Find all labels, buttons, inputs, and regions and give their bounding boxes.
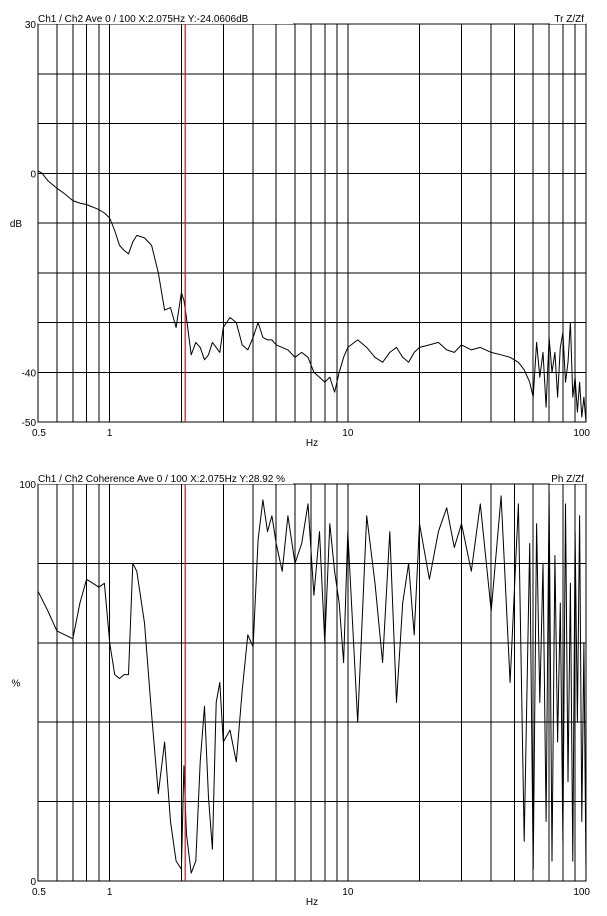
x-tick-label: 10 [342,887,354,898]
y-tick-label: 0 [30,169,36,180]
y-tick-label: 100 [19,480,36,491]
x-tick-label: 100 [573,428,590,439]
mode-bg [550,13,586,24]
data-trace [37,170,587,423]
y-tick-label: 0 [30,877,36,888]
x-tick-label: 0.5 [32,887,46,898]
x-tick-label: 0.5 [32,428,46,439]
plot-header: Ch1 / Ch2 Coherence Ave 0 / 100 X:2.075H… [38,474,285,485]
x-tick-label: 10 [342,428,354,439]
y-tick-label: 30 [25,20,37,31]
mode-label[interactable]: Ph Z/Zf [551,474,584,485]
mode-bg [550,473,586,484]
y-tick-label: -40 [22,368,37,379]
plot-frame [37,23,587,423]
y-tick-label: -50 [22,418,37,429]
y-axis-label: dB [10,219,23,230]
x-axis-label: Hz [306,438,318,449]
data-trace [37,491,587,874]
plot-header: Ch1 / Ch2 Ave 0 / 100 X:2.075Hz Y:-24.06… [38,14,249,25]
transfer-function-plot: Ch1 / Ch2 Ave 0 / 100 X:2.075Hz Y:-24.06… [10,13,590,449]
header-bg [38,13,293,24]
x-axis-label: Hz [306,897,318,908]
x-tick-label: 100 [573,887,590,898]
x-tick-label: 1 [107,887,113,898]
coherence-plot: Ch1 / Ch2 Coherence Ave 0 / 100 X:2.075H… [12,473,590,908]
plot-frame [37,483,587,882]
header-bg [38,473,293,484]
x-tick-label: 1 [107,428,113,439]
y-axis-label: % [12,679,21,690]
mode-label[interactable]: Tr Z/Zf [554,14,584,25]
